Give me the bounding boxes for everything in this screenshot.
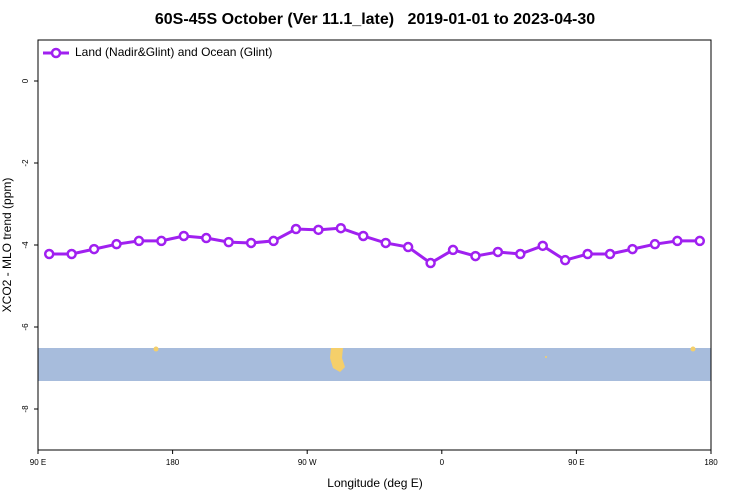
x-tick-label: 90 W	[298, 458, 317, 467]
legend-marker	[50, 47, 62, 59]
data-point	[559, 254, 571, 266]
data-point	[111, 238, 122, 250]
data-point	[43, 248, 55, 260]
data-point	[156, 235, 167, 247]
data-point	[582, 248, 593, 260]
data-point	[66, 248, 77, 260]
data-point	[447, 244, 459, 256]
data-point	[672, 235, 683, 247]
map-band	[38, 346, 711, 381]
data-point	[358, 230, 369, 242]
data-point	[492, 246, 504, 258]
data-point	[133, 235, 145, 247]
data-point	[290, 223, 302, 235]
y-tick-label: -2	[21, 159, 30, 167]
data-point	[335, 222, 347, 234]
x-tick-label: 90 E	[568, 458, 584, 467]
y-tick-label: -8	[21, 405, 30, 413]
data-point	[223, 236, 234, 248]
data-point	[245, 237, 257, 249]
data-point	[201, 232, 212, 244]
y-tick-label: -4	[21, 241, 30, 249]
data-point	[313, 224, 324, 236]
map-land	[690, 346, 696, 352]
data-point	[268, 235, 279, 247]
map-land	[153, 346, 159, 352]
data-point	[88, 243, 100, 255]
data-point	[694, 235, 706, 247]
data-point	[470, 250, 481, 262]
data-point	[537, 240, 548, 252]
chart-title: 60S-45S October (Ver 11.1_late) 2019-01-…	[155, 11, 595, 28]
series-line	[49, 226, 700, 265]
map-land	[330, 348, 345, 372]
data-point	[627, 243, 638, 255]
legend-label: Land (Nadir&Glint) and Ocean (Glint)	[75, 45, 272, 59]
data-point	[649, 238, 661, 250]
y-tick-label: 0	[21, 78, 30, 83]
x-axis-label: Longitude (deg E)	[327, 476, 422, 490]
data-point	[604, 248, 616, 260]
y-tick-label: -6	[21, 323, 30, 331]
x-tick-label: 90 E	[30, 458, 46, 467]
y-axis-label: XCO2 - MLO trend (ppm)	[0, 178, 14, 313]
x-tick-label: 180	[166, 458, 180, 467]
x-tick-label: 0	[440, 458, 445, 467]
data-point	[380, 237, 391, 249]
data-point	[515, 248, 526, 260]
map-land	[545, 356, 547, 358]
data-point	[425, 257, 436, 269]
data-point	[178, 230, 190, 242]
x-tick-label: 180	[704, 458, 718, 467]
data-point	[402, 241, 414, 253]
map-ocean	[38, 348, 711, 381]
